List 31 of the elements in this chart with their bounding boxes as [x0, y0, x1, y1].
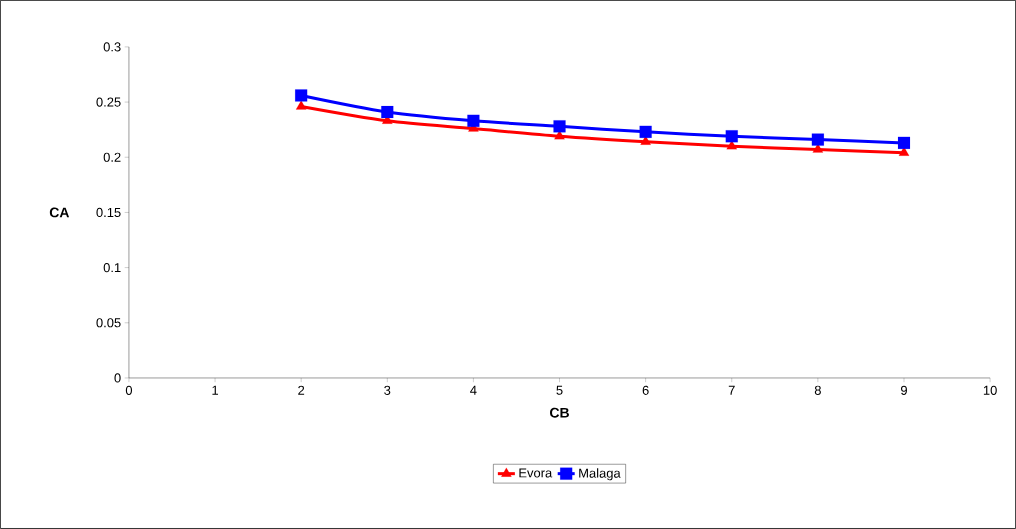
- y-tick-label: 0: [114, 373, 121, 383]
- x-tick-label: 7: [728, 385, 735, 395]
- x-tick-label: 0: [125, 385, 133, 395]
- legend-label: Malaga: [579, 468, 621, 481]
- legend-label: Evora: [519, 468, 553, 478]
- point: [295, 89, 308, 102]
- point: [725, 130, 738, 143]
- point: [553, 120, 566, 133]
- x-tick-label: 8: [814, 385, 821, 395]
- x-tick-label: 9: [901, 385, 907, 395]
- x-tick-label: 10: [983, 385, 997, 395]
- x-tick-label: 2: [298, 385, 305, 395]
- y-axis-title: CA: [49, 207, 70, 218]
- y-tick-label: 0.3: [103, 42, 121, 52]
- x-tick-label: 6: [642, 385, 649, 395]
- point: [897, 136, 911, 150]
- point: [295, 100, 307, 110]
- x-tick-label: 3: [384, 385, 391, 395]
- x-tick-label: 5: [556, 385, 563, 395]
- y-tick-label: 0.2: [103, 152, 121, 162]
- x-axis-title: CB: [550, 407, 569, 418]
- x-tick-label: 4: [470, 385, 477, 395]
- x-tick-label: 1: [212, 385, 219, 395]
- point: [811, 133, 824, 146]
- y-tick-label: 0.1: [103, 263, 121, 273]
- point: [467, 114, 480, 127]
- point: [381, 105, 394, 119]
- y-tick-label: 0.25: [96, 97, 121, 107]
- y-tick-label: 0.15: [96, 207, 121, 218]
- y-tick-label: 0.05: [96, 318, 121, 328]
- point: [639, 125, 652, 138]
